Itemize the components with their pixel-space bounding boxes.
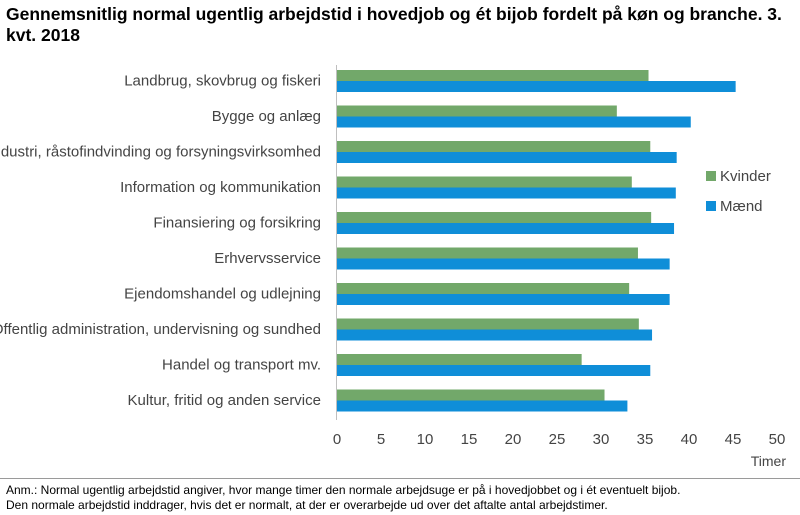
bar-kvinder-8 <box>337 354 582 365</box>
legend-label-kvinder: Kvinder <box>720 168 771 185</box>
category-label-8: Handel og transport mv. <box>162 356 321 373</box>
category-label-1: Bygge og anlæg <box>212 108 321 125</box>
bar-kvinder-6 <box>337 283 630 294</box>
x-tick-label-0: 0 <box>333 431 341 448</box>
bar-maend-4 <box>337 223 675 234</box>
bar-kvinder-2 <box>337 141 651 152</box>
bar-kvinder-4 <box>337 212 652 223</box>
category-labels: Landbrug, skovbrug og fiskeri Bygge og an… <box>0 72 321 409</box>
x-tick-label-20: 20 <box>505 431 522 448</box>
x-tick-label-25: 25 <box>549 431 566 448</box>
bar-kvinder-3 <box>337 176 632 188</box>
bar-maend-3 <box>337 187 676 199</box>
bar-maend-0 <box>337 81 736 92</box>
bar-maend-6 <box>337 294 670 305</box>
category-label-2: Industri, råstofindvinding og forsynings… <box>0 143 321 160</box>
category-label-9: Kultur, fritid og anden service <box>128 392 321 409</box>
chart-title: Gennemsnitlig normal ugentlig arbejdstid… <box>6 4 782 45</box>
x-tick-label-40: 40 <box>681 431 698 448</box>
bar-maend-7 <box>337 329 653 341</box>
category-label-5: Erhvervsservice <box>214 250 321 267</box>
bar-chart: Landbrug, skovbrug og fiskeri Bygge og an… <box>0 65 787 469</box>
bar-kvinder-7 <box>337 318 639 330</box>
category-label-0: Landbrug, skovbrug og fiskeri <box>124 72 321 89</box>
bar-maend-1 <box>337 116 691 128</box>
x-tick-label-15: 15 <box>461 431 478 448</box>
category-label-4: Finansiering og forsikring <box>153 214 321 231</box>
bar-kvinder-1 <box>337 105 617 117</box>
x-tick-label-10: 10 <box>417 431 434 448</box>
bar-kvinder-9 <box>337 389 605 401</box>
footnote-line-2: Den normale arbejdstid inddrager, hvis d… <box>6 498 608 512</box>
footnote-divider <box>0 478 800 479</box>
category-label-3: Information og kommunikation <box>120 179 321 196</box>
category-label-6: Ejendomshandel og udlejning <box>124 285 321 302</box>
bar-maend-5 <box>337 258 670 270</box>
x-axis-ticks: 0 5 10 15 20 25 30 35 40 45 50 <box>333 431 786 448</box>
legend: Kvinder Mænd <box>706 168 771 215</box>
x-tick-label-35: 35 <box>637 431 654 448</box>
x-tick-label-50: 50 <box>769 431 786 448</box>
legend-label-maend: Mænd <box>720 198 763 215</box>
footnote: Anm.: Normal ugentlig arbejdstid angiver… <box>6 483 796 513</box>
x-tick-label-5: 5 <box>377 431 385 448</box>
bar-maend-8 <box>337 365 651 376</box>
bar-kvinder-0 <box>337 70 649 81</box>
footnote-line-1: Anm.: Normal ugentlig arbejdstid angiver… <box>6 483 681 497</box>
x-axis-title: Timer <box>751 453 787 469</box>
x-tick-label-45: 45 <box>725 431 742 448</box>
bar-maend-2 <box>337 152 677 163</box>
legend-swatch-kvinder <box>706 171 716 181</box>
legend-swatch-maend <box>706 201 716 211</box>
x-tick-label-30: 30 <box>593 431 610 448</box>
bar-maend-9 <box>337 400 628 412</box>
bars-layer <box>337 70 736 412</box>
bar-kvinder-5 <box>337 247 638 259</box>
category-label-7: Offentlig administration, undervisning o… <box>0 321 321 338</box>
